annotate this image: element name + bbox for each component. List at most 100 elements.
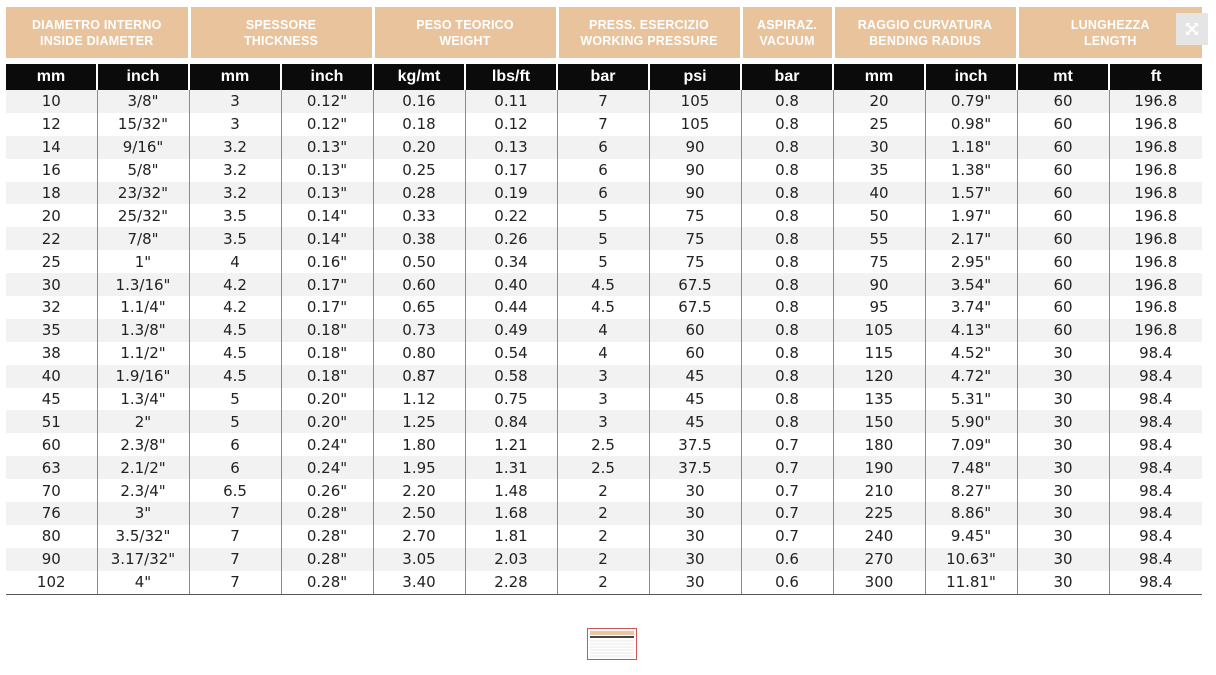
table-cell: 25/32" xyxy=(97,204,190,228)
table-cell: 0.28" xyxy=(281,547,374,571)
group-label-it: PRESS. ESERCIZIO xyxy=(589,17,709,32)
table-cell: 60 xyxy=(649,341,742,365)
expand-button[interactable] xyxy=(1176,13,1208,45)
table-cell: 6.5 xyxy=(189,479,282,503)
table-cell: 210 xyxy=(833,479,926,503)
table-cell: 5/8" xyxy=(97,158,190,182)
table-row: 63 2.1/2" 6 0.24" 1.95 1.31 2.5 37.5 0.7 190 7.48"… xyxy=(6,456,1203,480)
unit-header-cell: bar xyxy=(741,64,834,90)
table-cell: 45 xyxy=(6,387,98,411)
table-cell: 2 xyxy=(557,547,650,571)
table-cell: 225 xyxy=(833,502,926,525)
unit-header-cell: mm xyxy=(189,64,282,90)
table-cell: 8.27" xyxy=(925,479,1018,503)
table-cell: 0.50 xyxy=(373,250,466,274)
table-cell: 196.8 xyxy=(1109,181,1203,205)
table-cell: 0.8 xyxy=(741,204,834,228)
table-cell: 1.3/16" xyxy=(97,273,190,297)
table-cell: 0.8 xyxy=(741,387,834,411)
table-cell: 0.80 xyxy=(373,341,466,365)
table-cell: 196.8 xyxy=(1109,250,1203,274)
preview-thumbnail[interactable] xyxy=(587,628,637,660)
table-cell: 2.17" xyxy=(925,227,1018,251)
table-cell: 3.74" xyxy=(925,296,1018,319)
table-cell: 80 xyxy=(6,524,98,548)
unit-header-cell: inch xyxy=(281,64,374,90)
table-cell: 0.18 xyxy=(373,112,466,136)
table-row: 35 1.3/8" 4.5 0.18" 0.73 0.49 4 60 0.8 105 4.13" 60… xyxy=(6,318,1203,342)
table-cell: 0.65 xyxy=(373,296,466,319)
table-cell: 180 xyxy=(833,433,926,457)
table-cell: 0.12" xyxy=(281,112,374,136)
table-cell: 60 xyxy=(1017,158,1110,182)
table-cell: 98.4 xyxy=(1109,570,1203,595)
table-cell: 1.3/8" xyxy=(97,318,190,342)
group-label-it: LUNGHEZZA xyxy=(1070,17,1150,32)
table-cell: 1.1/2" xyxy=(97,341,190,365)
table-cell: 75 xyxy=(649,204,742,228)
table-cell: 2.20 xyxy=(373,479,466,503)
unit-header-row: mm inch mm inch kg/mt lbs/ft bar psi bar mm inch mt… xyxy=(6,64,1203,90)
unit-header-cell: inch xyxy=(925,64,1019,90)
table-cell: 196.8 xyxy=(1109,227,1203,251)
table-cell: 60 xyxy=(1017,135,1110,159)
table-cell: 0.12 xyxy=(465,112,558,136)
table-cell: 135 xyxy=(833,387,926,411)
table-cell: 4.2 xyxy=(189,273,282,297)
table-cell: 30 xyxy=(1017,387,1110,411)
table-cell: 60 xyxy=(1017,181,1110,205)
table-cell: 98.4 xyxy=(1109,364,1203,388)
table-row: 22 7/8" 3.5 0.14" 0.38 0.26 5 75 0.8 55 2.17" 60 196… xyxy=(6,227,1203,251)
table-cell: 4 xyxy=(189,250,282,274)
group-header-working-pressure: PRESS. ESERCIZIO WORKING PRESSURE xyxy=(557,7,743,58)
table-cell: 20 xyxy=(6,204,98,228)
table-cell: 3 xyxy=(189,90,282,113)
table-cell: 120 xyxy=(833,364,926,388)
table-cell: 190 xyxy=(833,456,926,480)
table-cell: 0.13 xyxy=(465,135,558,159)
table-cell: 30 xyxy=(649,547,742,571)
table-cell: 3.2 xyxy=(189,158,282,182)
table-cell: 63 xyxy=(6,456,98,480)
table-row: 90 3.17/32" 7 0.28" 3.05 2.03 2 30 0.6 270 10.63" 3… xyxy=(6,547,1203,571)
table-cell: 60 xyxy=(1017,296,1110,319)
table-cell: 2 xyxy=(557,479,650,503)
table-cell: 7 xyxy=(189,570,282,595)
table-cell: 20 xyxy=(833,90,926,113)
group-header-bending-radius: RAGGIO CURVATURA BENDING RADIUS xyxy=(833,7,1019,58)
table-cell: 90 xyxy=(649,158,742,182)
table-cell: 0.8 xyxy=(741,227,834,251)
table-cell: 70 xyxy=(6,479,98,503)
table-cell: 30 xyxy=(1017,364,1110,388)
table-row: 102 4" 7 0.28" 3.40 2.28 2 30 0.6 300 11.81" 30 98.4 xyxy=(6,570,1203,595)
table-cell: 30 xyxy=(1017,433,1110,457)
table-cell: 8.86" xyxy=(925,502,1018,525)
table-cell: 30 xyxy=(649,524,742,548)
table-cell: 0.28" xyxy=(281,570,374,595)
table-cell: 2 xyxy=(557,502,650,525)
table-cell: 4.5 xyxy=(557,273,650,297)
group-label-it: DIAMETRO INTERNO xyxy=(31,17,162,32)
table-cell: 25 xyxy=(833,112,926,136)
group-label-en: BENDING RADIUS xyxy=(869,33,981,48)
table-cell: 0.24" xyxy=(281,433,374,457)
table-cell: 30 xyxy=(649,502,742,525)
table-cell: 16 xyxy=(6,158,98,182)
table-cell: 6 xyxy=(189,456,282,480)
table-cell: 5 xyxy=(557,227,650,251)
table-cell: 2.3/8" xyxy=(97,433,190,457)
table-cell: 0.20 xyxy=(373,135,466,159)
header-spacer-cell xyxy=(6,58,1203,64)
table-cell: 3/8" xyxy=(97,90,190,113)
table-cell: 5 xyxy=(189,387,282,411)
table-cell: 0.6 xyxy=(741,547,834,571)
table-cell: 0.13" xyxy=(281,135,374,159)
table-cell: 0.14" xyxy=(281,227,374,251)
table-cell: 105 xyxy=(649,90,742,113)
table-cell: 23/32" xyxy=(97,181,190,205)
table-cell: 60 xyxy=(6,433,98,457)
table-cell: 0.7 xyxy=(741,456,834,480)
table-cell: 30 xyxy=(1017,524,1110,548)
table-cell: 7 xyxy=(189,547,282,571)
table-row: 51 2" 5 0.20" 1.25 0.84 3 45 0.8 150 5.90" 30 98.4 xyxy=(6,410,1203,434)
